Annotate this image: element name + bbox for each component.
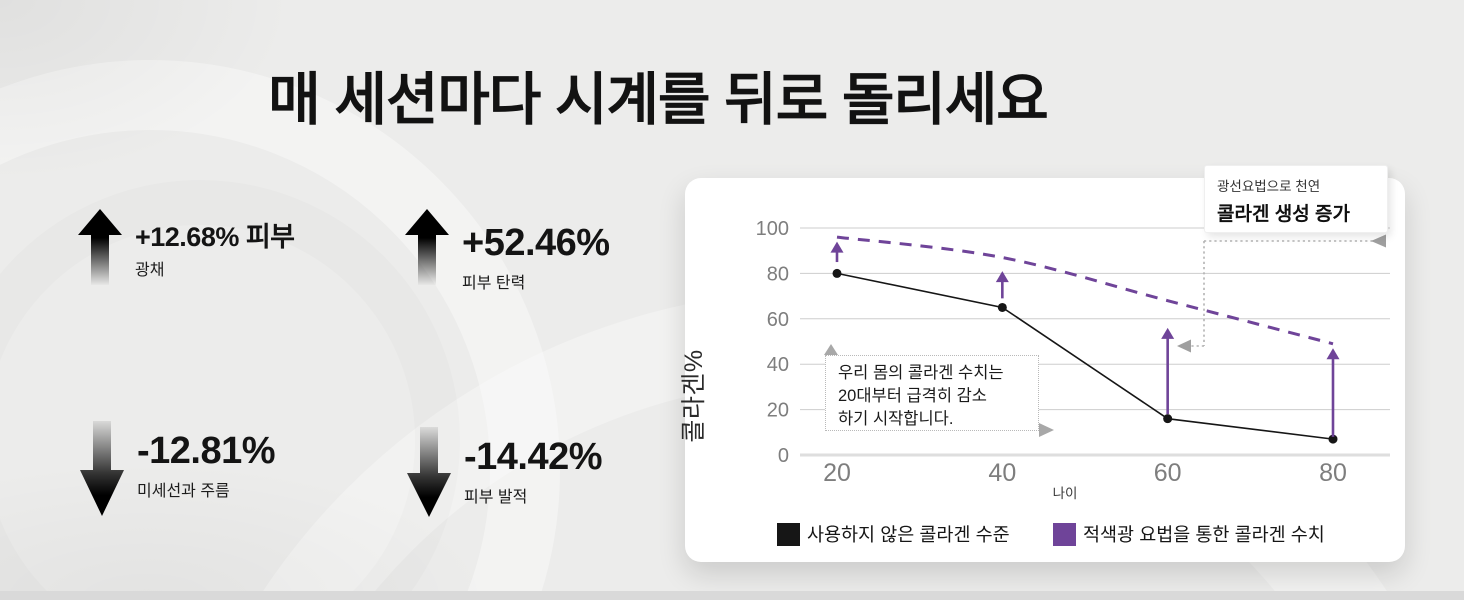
- stat-label: 미세선과 주름: [137, 482, 230, 500]
- page-title: 매 세션마다 시계를 뒤로 돌리세요: [268, 68, 1049, 132]
- stat-label: 피부 발적: [464, 488, 528, 506]
- legend-item-red-light: 적색광 요법을 통한 콜라겐 수치: [1053, 521, 1325, 547]
- svg-text:20: 20: [767, 400, 789, 422]
- collagen-line-chart: 0 20 40 60 80 100 20 40 60 80 나이: [756, 218, 1390, 501]
- stat-value: +52.46%: [462, 222, 610, 264]
- callout-line: 콜라겐 생성 증가: [1217, 204, 1350, 225]
- callout-line: 하기 시작합니다.: [838, 410, 954, 428]
- svg-text:40: 40: [988, 459, 1016, 487]
- callout-line: 20대부터 급격히 감소: [838, 387, 987, 405]
- stat-value: -12.81%: [137, 430, 276, 472]
- svg-text:40: 40: [767, 354, 789, 376]
- bottom-border-strip: [0, 591, 1464, 600]
- callout-collagen-decline: 우리 몸의 콜라겐 수치는 20대부터 급격히 감소 하기 시작합니다.: [824, 344, 1054, 437]
- legend-label: 사용하지 않은 콜라겐 수준: [807, 524, 1010, 545]
- collagen-chart-card: 0 20 40 60 80 100 20 40 60 80 나이 콜라겐% 광선요법으로 천연 콜라…: [680, 165, 1405, 562]
- up-arrow-icon: [405, 209, 449, 285]
- svg-text:80: 80: [1319, 459, 1347, 487]
- down-arrow-icon: [80, 421, 124, 516]
- callout-light-therapy: 광선요법으로 천연 콜라겐 생성 증가: [1204, 165, 1388, 233]
- svg-text:20: 20: [823, 459, 851, 487]
- svg-text:100: 100: [756, 218, 789, 240]
- svg-text:60: 60: [1154, 459, 1182, 487]
- y-axis-title: 콜라겐%: [680, 349, 708, 443]
- stat-label: 광채: [135, 262, 165, 280]
- svg-text:60: 60: [767, 309, 789, 331]
- stat-fine-lines: -12.81% 미세선과 주름: [80, 421, 276, 516]
- callout-line: 우리 몸의 콜라겐 수치는: [838, 364, 1004, 382]
- svg-text:80: 80: [767, 263, 789, 285]
- up-arrow-icon: [78, 209, 122, 285]
- callout-line: 광선요법으로 천연: [1217, 179, 1321, 194]
- legend-swatch-purple: [1053, 522, 1076, 546]
- stat-value: -14.42%: [464, 436, 603, 478]
- stat-skin-radiance: +12.68% 피부 광채: [78, 209, 295, 285]
- down-arrow-icon: [407, 427, 451, 517]
- background-swirl: [0, 60, 560, 600]
- dotted-arrow-up-icon: [824, 344, 838, 355]
- legend-item-no-use: 사용하지 않은 콜라겐 수준: [777, 521, 1010, 547]
- stat-skin-redness: -14.42% 피부 발적: [407, 427, 603, 517]
- legend-label: 적색광 요법을 통한 콜라겐 수치: [1083, 524, 1325, 545]
- svg-text:나이: 나이: [1053, 486, 1078, 501]
- stat-value: +12.68% 피부: [135, 222, 295, 252]
- stat-label: 피부 탄력: [462, 274, 526, 292]
- svg-text:0: 0: [778, 445, 789, 467]
- dotted-arrow-right-icon: [1039, 423, 1054, 437]
- stat-skin-elasticity: +52.46% 피부 탄력: [405, 209, 610, 293]
- legend-swatch-black: [777, 522, 800, 546]
